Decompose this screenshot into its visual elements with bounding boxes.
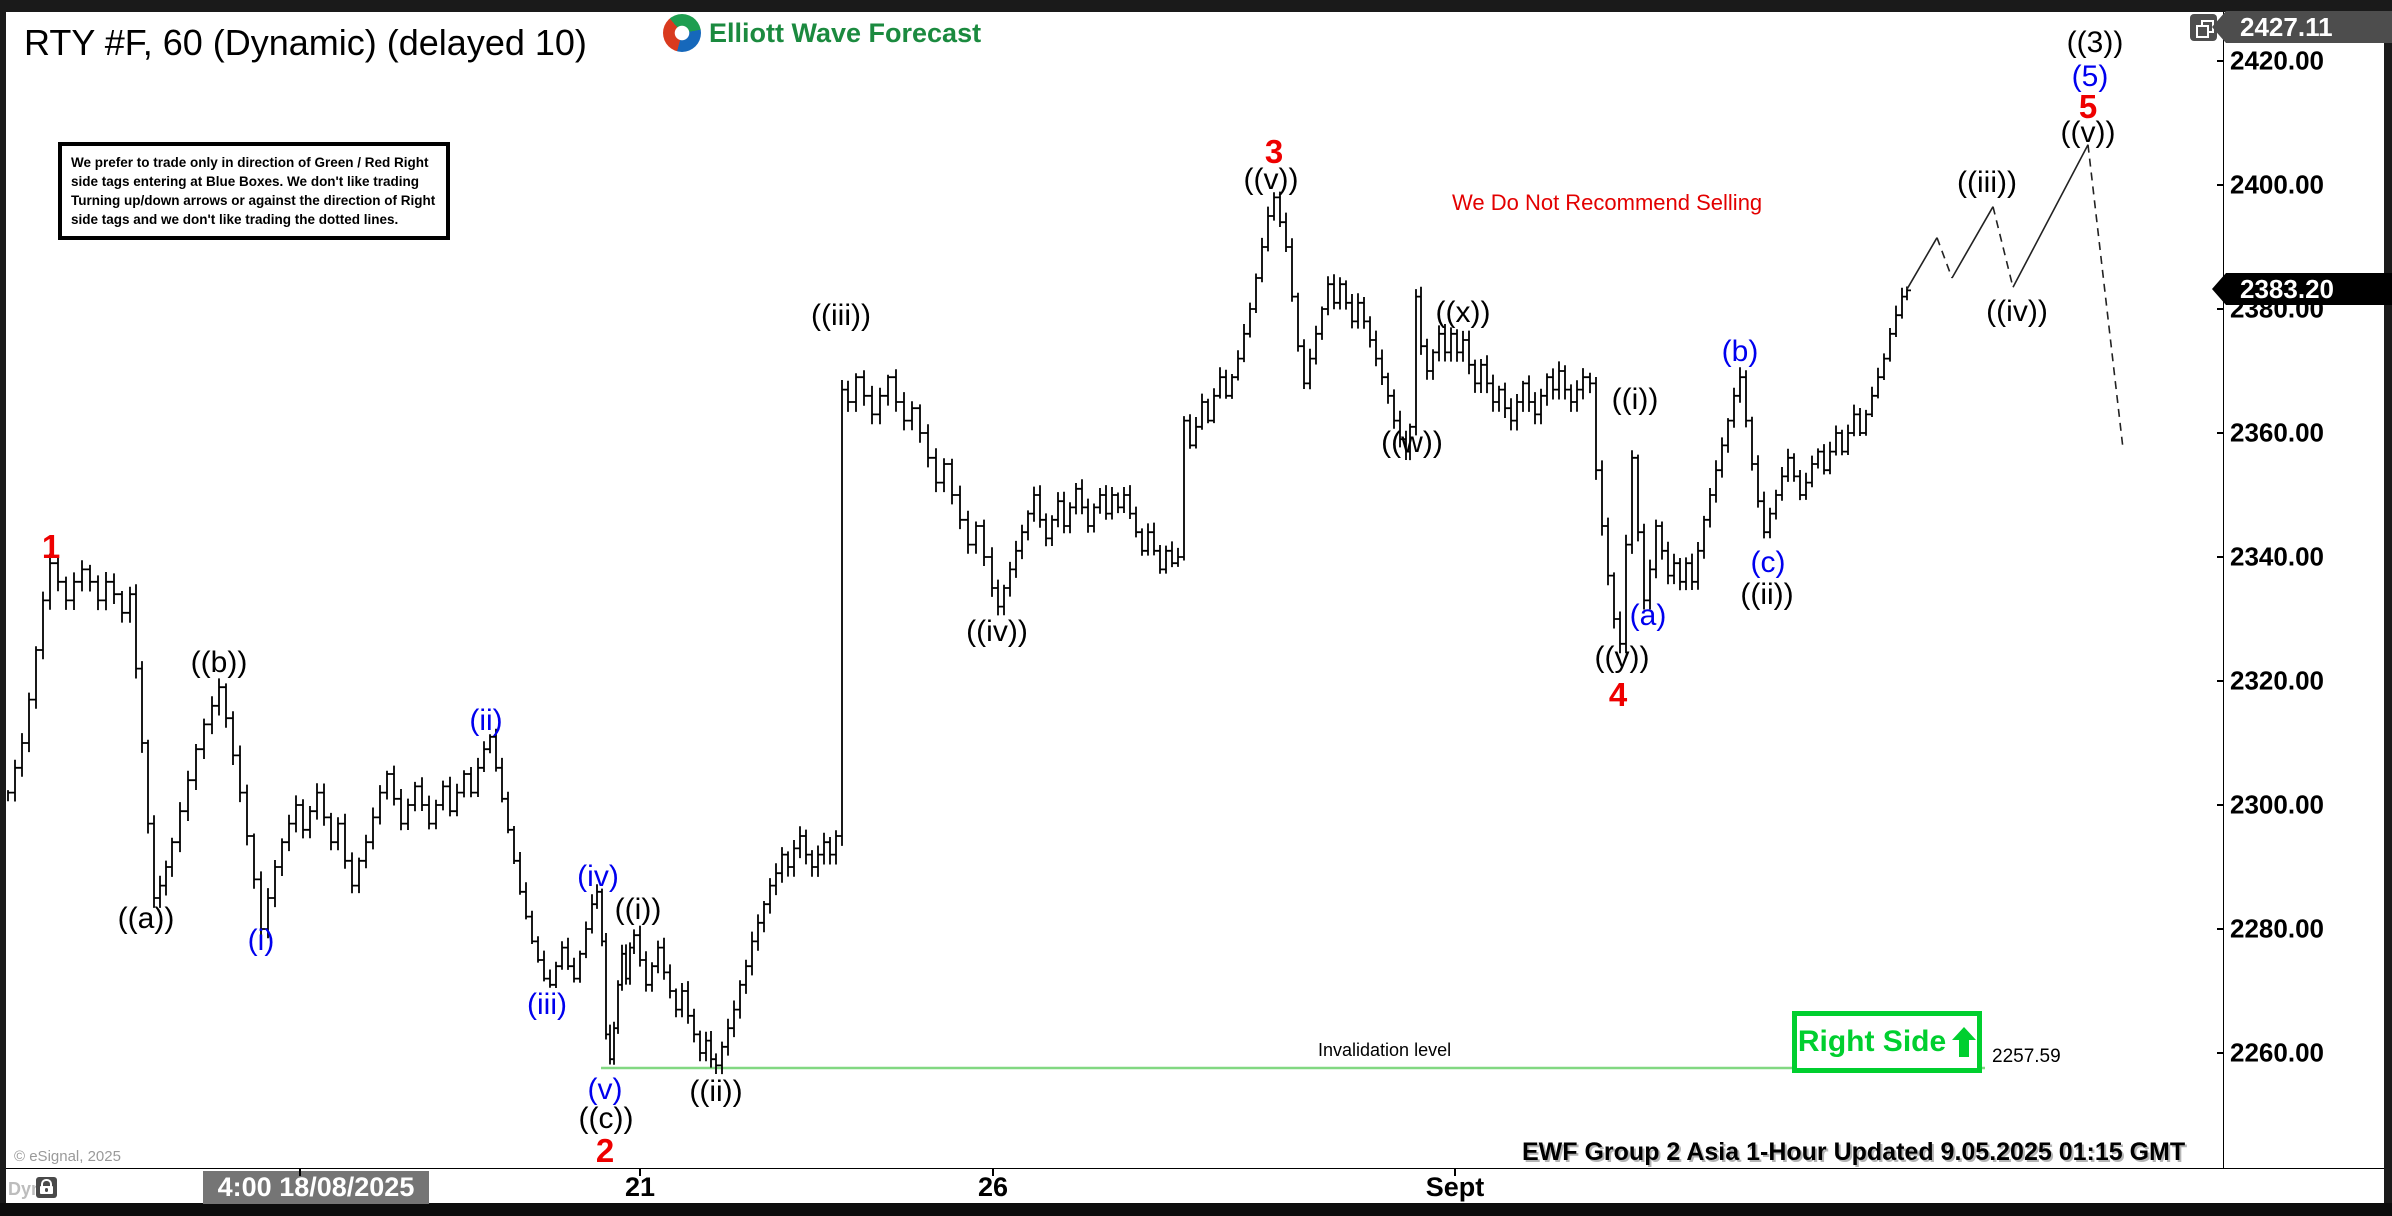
trading-note-box: We prefer to trade only in direction of … xyxy=(58,142,450,240)
wave-label-iv-black: ((iv)) xyxy=(1986,295,2048,328)
projection-dashed-line xyxy=(2087,144,2124,449)
price-axis-tick xyxy=(2217,184,2223,186)
ewf-update-caption: EWF Group 2 Asia 1-Hour Updated 9.05.202… xyxy=(1522,1138,2186,1166)
projection-solid-line xyxy=(1951,206,1994,279)
wave-label-w-black: ((w)) xyxy=(1381,426,1443,459)
note-line: side tags and we don't like trading the … xyxy=(71,212,399,227)
projection-dashed-line xyxy=(1936,237,1953,279)
price-axis-tick xyxy=(2217,804,2223,806)
wave-label-5-red: 5 xyxy=(2078,88,2098,125)
lock-keyhole xyxy=(45,1188,48,1192)
brand-logo-text: Elliott Wave Forecast xyxy=(709,17,982,48)
brand-logo: Elliott Wave Forecast xyxy=(663,14,981,52)
lock-icon[interactable] xyxy=(36,1177,57,1198)
price-axis-tick xyxy=(2217,556,2223,558)
wave-label-c-blue: (c) xyxy=(1750,546,1786,579)
price-axis-tick xyxy=(2217,60,2223,62)
time-axis-tick xyxy=(299,1168,301,1176)
time-axis-line xyxy=(6,1168,2384,1169)
time-axis-tick xyxy=(1454,1168,1456,1176)
price-axis-tick xyxy=(2217,432,2223,434)
price-axis-label: 2400.00 xyxy=(2230,169,2324,200)
price-axis-label: 2360.00 xyxy=(2230,417,2324,448)
wave-label-ii-black: ((ii)) xyxy=(689,1075,743,1108)
wave-label-ii-black: ((ii)) xyxy=(1740,578,1794,611)
projection-dashed-line xyxy=(1992,206,2014,288)
price-bars xyxy=(7,191,1911,1075)
wave-label-y-black: ((y)) xyxy=(1594,641,1650,674)
wave-label-i-black: ((i)) xyxy=(614,893,662,926)
wave-label-i-blue: (i) xyxy=(247,924,275,957)
dynamic-price-tag: 2427.11 xyxy=(2212,11,2392,43)
price-axis-tick xyxy=(2217,1052,2223,1054)
price-axis-label: 2280.00 xyxy=(2230,913,2324,944)
lock-shackle xyxy=(41,1179,52,1188)
time-axis-label-Sept: Sept xyxy=(1425,1172,1485,1202)
wave-label-a-blue: (a) xyxy=(1629,599,1667,632)
wave-label-2-red: 2 xyxy=(595,1132,615,1169)
invalidation-price-value: 2257.59 xyxy=(1992,1046,2061,1067)
price-tag-arrow xyxy=(2212,11,2226,43)
window-border-top xyxy=(0,0,2392,12)
wave-label-i-black: ((i)) xyxy=(1611,383,1659,416)
wave-label-c-black: ((c)) xyxy=(578,1102,634,1135)
esignal-credit: © eSignal, 2025 xyxy=(14,1148,121,1165)
wave-label-v-black: ((v)) xyxy=(1243,163,1299,196)
price-axis-label: 2320.00 xyxy=(2230,665,2324,696)
price-tag-arrow xyxy=(2212,273,2226,305)
elliott-wave-forecast-logo-icon xyxy=(663,14,701,52)
price-axis-line xyxy=(2223,12,2224,1168)
note-line: We prefer to trade only in direction of … xyxy=(71,155,429,170)
price-axis-label: 2300.00 xyxy=(2230,789,2324,820)
last-price-tag: 2383.20 xyxy=(2212,273,2392,305)
selected-date-tag: 4:00 18/08/2025 xyxy=(203,1171,429,1204)
wave-label-iii-blue: (iii) xyxy=(527,988,567,1021)
wave-label-ii-blue: (ii) xyxy=(469,704,503,737)
wave-label-1-red: 1 xyxy=(41,528,61,565)
wave-label-b-blue: (b) xyxy=(1721,335,1759,368)
price-axis-tick xyxy=(2217,928,2223,930)
wave-label-iii-black: ((iii)) xyxy=(1957,166,2017,199)
time-axis-tick xyxy=(639,1168,641,1176)
wave-label-a-black: ((a)) xyxy=(117,902,175,935)
price-axis-tick xyxy=(2217,680,2223,682)
invalidation-level-label: Invalidation level xyxy=(1318,1040,1452,1060)
note-line: Turning up/down arrows or against the di… xyxy=(71,193,436,208)
window-border-bottom xyxy=(0,1203,2392,1216)
wave-label-x-black: ((x)) xyxy=(1435,296,1491,329)
wave-label-iv-black: ((iv)) xyxy=(966,615,1028,648)
wave-label-5-blue: (5) xyxy=(2071,60,2109,93)
right-side-label: Right Side xyxy=(1797,1025,1947,1058)
wave-label-iv-blue: (iv) xyxy=(577,860,619,893)
wave-label-3-red: 3 xyxy=(1264,133,1284,170)
wave-label-v-black: ((v)) xyxy=(2060,116,2116,149)
price-axis-tick xyxy=(2217,308,2223,310)
price-axis-label: 2340.00 xyxy=(2230,541,2324,572)
chart-title: RTY #F, 60 (Dynamic) (delayed 10) xyxy=(24,22,587,63)
time-axis-tick xyxy=(992,1168,994,1176)
projection-solid-line xyxy=(2012,144,2089,288)
time-axis-label-21: 21 xyxy=(624,1172,656,1202)
price-axis-label: 2260.00 xyxy=(2230,1037,2324,1068)
note-line: side tags entering at Blue Boxes. We don… xyxy=(71,174,420,189)
wave-label-3-black: ((3)) xyxy=(2066,26,2124,59)
wave-label-v-blue: (v) xyxy=(587,1073,623,1106)
no-sell-warning-text: We Do Not Recommend Selling xyxy=(1452,190,1763,215)
wave-label-b-black: ((b)) xyxy=(190,646,248,679)
wave-label-iii-black: ((iii)) xyxy=(811,299,871,332)
dyn-mode-label: Dyn xyxy=(8,1179,43,1199)
up-arrow-icon xyxy=(1952,1027,1977,1057)
projection-solid-line xyxy=(1906,237,1938,290)
wave-label-4-red: 4 xyxy=(1608,676,1628,713)
restore-icon-front-square xyxy=(2196,25,2209,38)
window-border-right xyxy=(2384,12,2392,1203)
right-side-tag: Right Side xyxy=(1792,1011,1982,1073)
price-axis-label: 2420.00 xyxy=(2230,45,2324,76)
window-border-left xyxy=(0,12,6,1203)
time-axis-label-26: 26 xyxy=(977,1172,1009,1202)
